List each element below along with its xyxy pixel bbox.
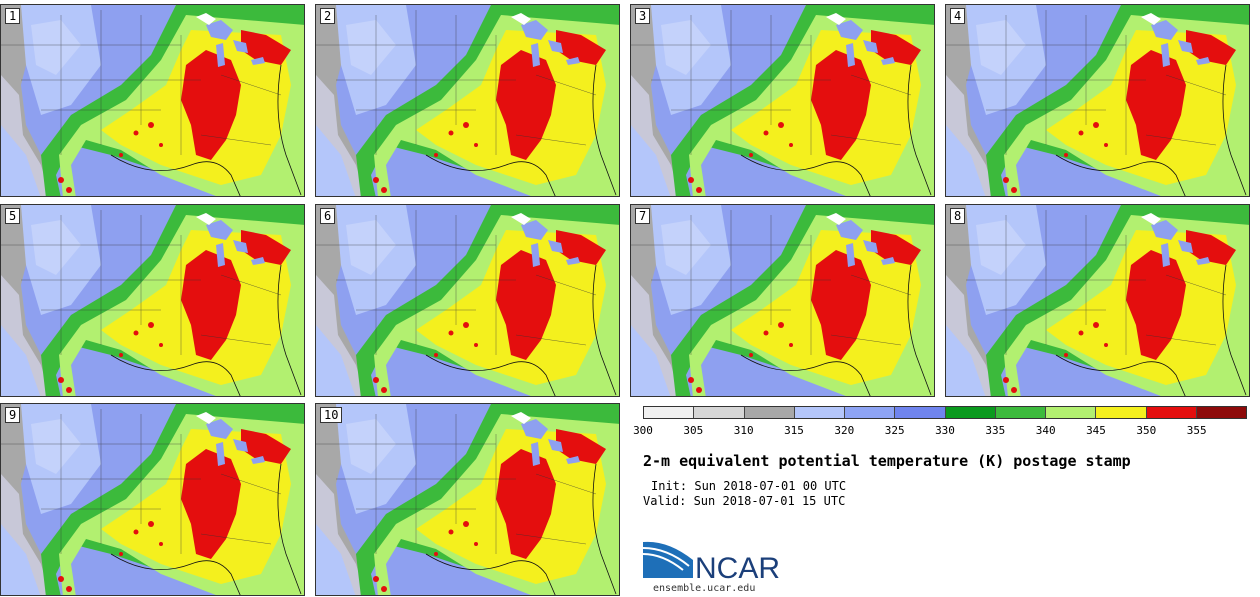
colorbar-swatch <box>1196 407 1246 418</box>
colorbar-swatch <box>694 407 745 418</box>
stamp-number: 2 <box>320 8 336 24</box>
stamp-number: 5 <box>5 208 21 224</box>
map-image <box>946 205 1249 396</box>
colorbar-tick-label: 315 <box>784 424 804 437</box>
stamp-number: 4 <box>950 8 966 24</box>
colorbar-tick-label: 300 <box>633 424 653 437</box>
map-image <box>631 5 934 196</box>
colorbar-swatch <box>1046 407 1097 418</box>
stamp-1: 1 <box>0 4 305 197</box>
map-image <box>946 5 1249 196</box>
stamp-number: 6 <box>320 208 336 224</box>
map-image <box>1 404 304 595</box>
colorbar-swatch <box>845 407 896 418</box>
map-image <box>316 5 619 196</box>
stamp-number: 10 <box>320 407 343 423</box>
map-image <box>1 5 304 196</box>
ncar-logo-icon: NCAR <box>642 541 780 585</box>
logo-text: NCAR <box>695 552 780 580</box>
stamp-4: 4 <box>945 4 1250 197</box>
colorbar-swatch <box>1096 407 1147 418</box>
map-image <box>316 404 619 595</box>
colorbar-tick-label: 310 <box>733 424 754 437</box>
stamp-number: 1 <box>5 8 21 24</box>
stamp-number: 9 <box>5 407 21 423</box>
stamp-6: 6 <box>315 204 620 397</box>
colorbar-tick-label: 350 <box>1136 424 1157 437</box>
colorbar-swatch <box>945 407 996 418</box>
colorbar-swatch <box>1146 407 1197 418</box>
colorbar-swatch <box>744 407 795 418</box>
map-image <box>631 205 934 396</box>
init-time: Init: Sun 2018-07-01 00 UTC <box>651 479 847 493</box>
colorbar-tick-label: 325 <box>884 424 905 437</box>
site-url: ensemble.ucar.edu <box>653 583 756 594</box>
stamp-number: 7 <box>635 208 651 224</box>
map-image <box>1 205 304 396</box>
stamp-2: 2 <box>315 4 620 197</box>
stamp-10: 10 <box>315 403 620 596</box>
stamp-3: 3 <box>630 4 935 197</box>
colorbar-tick-label: 335 <box>985 424 1006 437</box>
colorbar-tick-label: 330 <box>935 424 955 437</box>
stamp-7: 7 <box>630 204 935 397</box>
stamp-5: 5 <box>0 204 305 397</box>
colorbar-tick-label: 305 <box>683 424 704 437</box>
colorbar-tick-label: 355 <box>1186 424 1207 437</box>
valid-time: Valid: Sun 2018-07-01 15 UTC <box>643 494 846 508</box>
stamp-8: 8 <box>945 204 1250 397</box>
stamp-9: 9 <box>0 403 305 596</box>
ncar-logo: NCAR <box>642 540 793 596</box>
map-image <box>316 205 619 396</box>
colorbar <box>643 406 1247 419</box>
colorbar-swatch <box>995 407 1046 418</box>
colorbar-swatch <box>644 407 695 418</box>
colorbar-swatch <box>895 407 946 418</box>
colorbar-swatch <box>794 407 845 418</box>
colorbar-tick-label: 340 <box>1035 424 1056 437</box>
colorbar-tick-label: 320 <box>834 424 855 437</box>
plot-title: 2-m equivalent potential temperature (K)… <box>643 452 1131 470</box>
stamp-number: 8 <box>950 208 966 224</box>
colorbar-tick-label: 345 <box>1086 424 1106 437</box>
stamp-number: 3 <box>635 8 651 24</box>
